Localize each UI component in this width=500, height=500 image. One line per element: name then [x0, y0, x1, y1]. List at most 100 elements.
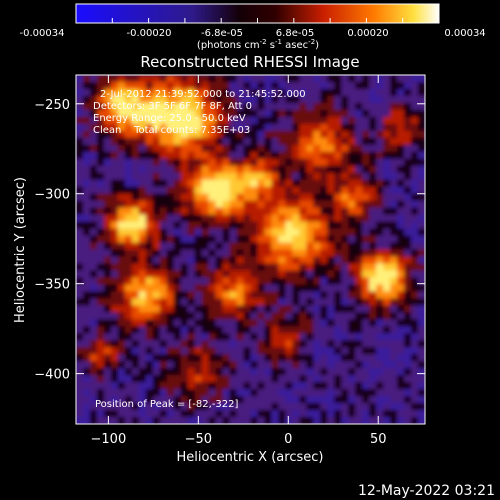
image-pixel	[201, 284, 210, 292]
image-pixel	[194, 326, 203, 334]
image-pixel	[348, 340, 356, 348]
image-pixel	[397, 235, 405, 244]
image-pixel	[348, 298, 356, 306]
image-pixel	[103, 109, 112, 118]
image-pixel	[390, 214, 398, 223]
image-pixel	[355, 109, 363, 118]
image-pixel	[411, 312, 419, 320]
image-pixel	[292, 361, 300, 369]
image-pixel	[320, 417, 328, 424]
image-pixel	[236, 270, 245, 279]
image-pixel	[117, 158, 126, 167]
image-pixel	[82, 200, 91, 209]
image-pixel	[264, 256, 273, 265]
image-pixel	[76, 305, 84, 313]
image-pixel	[243, 200, 252, 209]
image-pixel	[404, 270, 412, 279]
image-pixel	[96, 389, 105, 397]
image-pixel	[299, 396, 307, 404]
image-pixel	[243, 347, 252, 355]
image-pixel	[383, 214, 391, 223]
image-pixel	[103, 116, 112, 125]
image-pixel	[152, 214, 161, 223]
image-pixel	[271, 340, 280, 348]
image-pixel	[250, 193, 259, 202]
image-pixel	[243, 179, 252, 188]
image-pixel	[278, 354, 286, 362]
image-pixel	[397, 326, 405, 334]
image-pixel	[138, 403, 147, 411]
image-pixel	[264, 102, 273, 111]
image-pixel	[411, 102, 419, 111]
image-pixel	[236, 410, 245, 418]
image-pixel	[320, 137, 328, 146]
image-pixel	[117, 130, 126, 139]
image-pixel	[341, 319, 349, 327]
image-pixel	[222, 95, 231, 104]
image-pixel	[341, 396, 349, 404]
image-pixel	[159, 312, 168, 320]
image-pixel	[236, 312, 245, 320]
image-pixel	[320, 130, 328, 139]
image-pixel	[124, 130, 133, 139]
image-pixel	[96, 375, 105, 383]
image-pixel	[306, 284, 314, 292]
image-pixel	[103, 207, 112, 216]
image-pixel	[383, 235, 391, 244]
image-pixel	[292, 235, 300, 244]
image-pixel	[341, 305, 349, 313]
image-pixel	[201, 158, 210, 167]
image-pixel	[131, 81, 140, 90]
image-pixel	[236, 88, 245, 97]
image-pixel	[82, 298, 91, 306]
image-pixel	[166, 354, 175, 362]
image-pixel	[222, 312, 231, 320]
image-pixel	[89, 256, 98, 265]
image-pixel	[187, 165, 196, 174]
image-pixel	[341, 284, 349, 292]
image-pixel	[376, 403, 384, 411]
image-pixel	[306, 396, 314, 404]
annotation-energy: Energy Range: 25.0 - 50.0 keV	[93, 113, 246, 124]
image-pixel	[250, 228, 259, 237]
x-tick-label: −100	[91, 432, 127, 447]
image-pixel	[271, 347, 280, 355]
image-pixel	[278, 102, 286, 111]
image-pixel	[222, 291, 231, 299]
image-pixel	[208, 75, 217, 83]
image-pixel	[229, 312, 238, 320]
image-pixel	[264, 263, 273, 272]
image-pixel	[348, 102, 356, 111]
image-pixel	[82, 361, 91, 369]
image-pixel	[222, 207, 231, 216]
image-pixel	[131, 291, 140, 299]
image-pixel	[117, 75, 126, 83]
image-pixel	[348, 312, 356, 320]
image-pixel	[187, 172, 196, 181]
image-pixel	[201, 417, 210, 424]
image-pixel	[334, 95, 342, 104]
image-pixel	[334, 179, 342, 188]
image-pixel	[229, 242, 238, 251]
image-pixel	[208, 179, 217, 188]
image-pixel	[327, 165, 335, 174]
image-pixel	[117, 263, 126, 272]
image-pixel	[348, 263, 356, 272]
image-pixel	[341, 382, 349, 390]
image-pixel	[264, 319, 273, 327]
image-pixel	[376, 228, 384, 237]
image-pixel	[110, 186, 119, 195]
image-pixel	[152, 102, 161, 111]
image-pixel	[320, 326, 328, 334]
image-pixel	[362, 151, 370, 160]
image-pixel	[292, 214, 300, 223]
image-pixel	[173, 403, 182, 411]
image-pixel	[327, 389, 335, 397]
image-pixel	[306, 75, 314, 83]
colorbar-tick-label: 6.8e-05	[276, 28, 314, 39]
image-pixel	[383, 382, 391, 390]
image-pixel	[159, 193, 168, 202]
image-pixel	[306, 242, 314, 251]
image-pixel	[313, 242, 321, 251]
